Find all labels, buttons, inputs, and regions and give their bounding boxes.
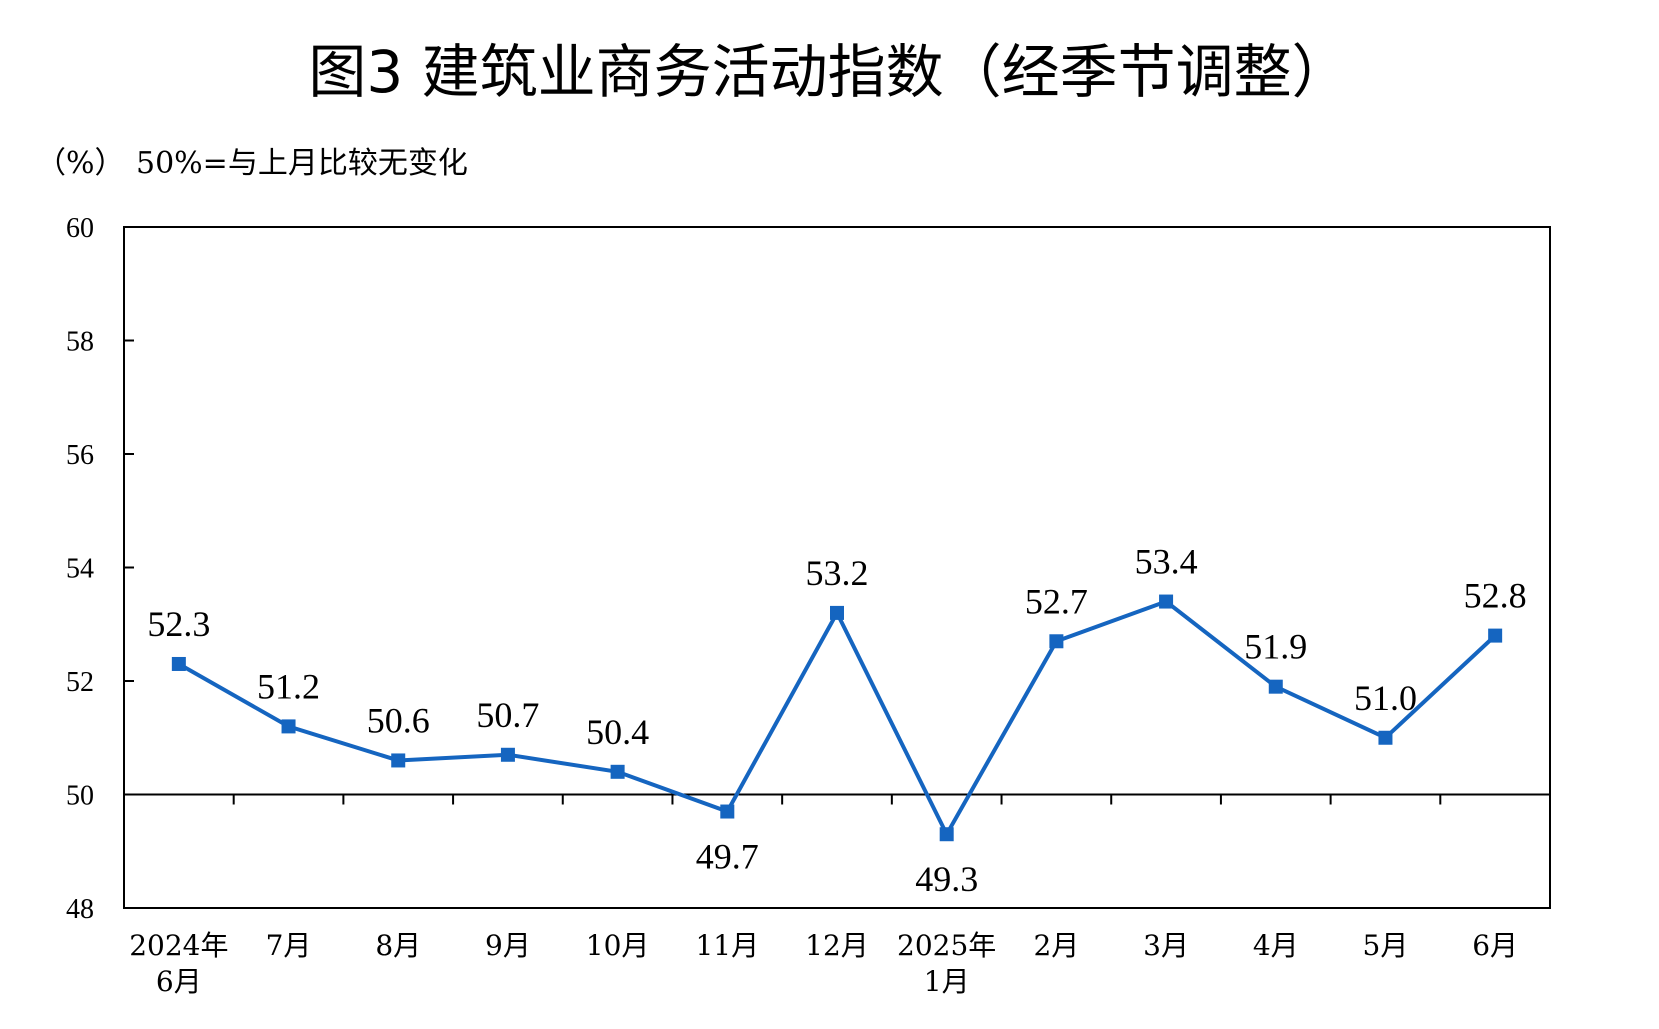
data-label: 53.2: [806, 553, 869, 593]
data-label: 51.0: [1354, 678, 1417, 718]
data-point: [391, 753, 406, 768]
data-label: 49.3: [915, 859, 978, 899]
data-point: [1049, 634, 1064, 649]
x-tick-label: 9月: [485, 929, 531, 962]
data-label: 52.8: [1464, 576, 1527, 616]
data-label: 53.4: [1135, 542, 1198, 582]
data-point: [939, 827, 954, 842]
data-point: [281, 719, 296, 734]
x-tick-label: 10月: [586, 929, 650, 962]
y-tick-label: 48: [66, 894, 94, 925]
y-tick-label: 54: [66, 554, 94, 585]
data-label: 50.7: [476, 695, 539, 735]
data-label: 50.4: [586, 712, 649, 752]
data-point: [610, 764, 625, 779]
y-tick-label: 60: [66, 213, 94, 244]
x-tick-label: 8月: [375, 929, 421, 962]
data-point: [1488, 628, 1503, 643]
data-label: 51.9: [1244, 627, 1307, 667]
x-tick-label: 2024年: [129, 929, 228, 962]
y-axis: 48 50 52 54 56 58 60: [66, 213, 134, 925]
x-tick-label: 5月: [1363, 929, 1409, 962]
data-point: [500, 747, 515, 762]
y-tick-label: 56: [66, 440, 94, 471]
data-point: [720, 804, 735, 819]
data-point: [1159, 594, 1174, 609]
data-point: [171, 656, 186, 671]
data-point: [1268, 679, 1283, 694]
data-label: 52.3: [147, 604, 210, 644]
x-tick-label: 6月: [156, 965, 202, 998]
data-label: 52.7: [1025, 581, 1088, 621]
data-label: 49.7: [696, 837, 759, 877]
y-tick-label: 52: [66, 667, 94, 698]
reference-note: 50%=与上月比较无变化: [136, 146, 468, 181]
y-tick-label: 58: [66, 327, 94, 358]
y-unit-label: （%）: [36, 146, 125, 181]
data-labels: 52.3 51.2 50.6 50.7 50.4 49.7 53.2 49.3 52.7 53.4…: [147, 542, 1526, 900]
chart-title: 图3 建筑业商务活动指数（经季节调整）: [308, 38, 1349, 106]
x-tick-label: 4月: [1253, 929, 1299, 962]
data-point: [1378, 730, 1393, 745]
x-tick-label: 3月: [1143, 929, 1189, 962]
x-tick-label: 11月: [695, 929, 759, 962]
x-tick-label: 6月: [1472, 929, 1518, 962]
x-tick-label: 1月: [924, 965, 970, 998]
x-tick-label: 12月: [805, 929, 869, 962]
data-point: [830, 605, 844, 620]
y-tick-label: 50: [66, 781, 94, 812]
x-tick-label: 2月: [1033, 929, 1079, 962]
data-label: 50.6: [367, 700, 430, 740]
series-markers: [171, 594, 1503, 842]
x-tick-label: 2025年: [897, 929, 996, 962]
data-label: 51.2: [257, 666, 320, 706]
x-tick-label: 7月: [266, 929, 312, 962]
